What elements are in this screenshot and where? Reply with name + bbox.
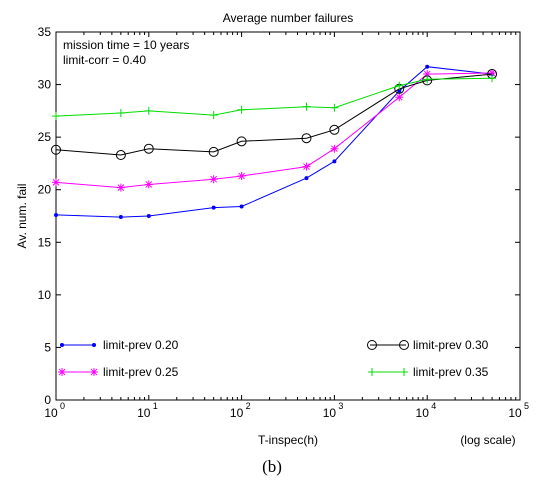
legend-marker: [92, 343, 96, 347]
legend-entry-1: limit-prev 0.25: [58, 365, 179, 379]
annotation-limit-corr: limit-corr = 0.40: [63, 53, 146, 67]
legend-entry-2: limit-prev 0.30: [367, 338, 489, 352]
data-point: [116, 108, 125, 117]
data-point: [237, 105, 246, 114]
data-point: [236, 136, 247, 147]
series-line: [55, 73, 493, 156]
y-tick-label: 30: [38, 78, 52, 92]
series-line: [55, 66, 493, 218]
data-point: [209, 111, 218, 120]
data-point: [488, 69, 497, 78]
x-tick-label: 10: [508, 406, 522, 420]
series-1: [52, 69, 497, 192]
y-tick-label: 0: [44, 393, 51, 407]
legend-label: limit-prev 0.25: [103, 365, 179, 379]
legend-marker: [367, 340, 377, 350]
series-layer: [51, 64, 498, 220]
data-point: [330, 144, 339, 153]
series-line: [55, 72, 493, 189]
x-axis-label: T-inspec(h): [258, 433, 318, 447]
legend-label: limit-prev 0.20: [103, 338, 179, 352]
data-point: [144, 106, 153, 115]
data-point: [118, 215, 123, 220]
y-axis-label: Av. num. fail: [15, 184, 29, 249]
data-point: [52, 178, 60, 187]
data-point: [54, 212, 58, 217]
plot-area: [55, 31, 521, 401]
x-tick-label: 10: [137, 406, 151, 420]
x-tick-label: 10: [416, 406, 430, 420]
data-point: [208, 146, 219, 157]
data-point: [209, 175, 218, 184]
figure-caption: (b): [262, 457, 282, 476]
legend-marker: [90, 368, 98, 376]
x-tick-label-exponent: 5: [524, 401, 529, 411]
data-point: [332, 159, 337, 164]
x-scale-note: (log scale): [460, 433, 515, 447]
series-2: [51, 69, 498, 161]
data-point: [302, 162, 311, 171]
legend-label: limit-prev 0.30: [413, 338, 489, 352]
data-point: [329, 124, 340, 135]
data-point: [211, 205, 216, 210]
data-point: [237, 172, 246, 181]
x-tick-label: 10: [44, 406, 58, 420]
series-0: [54, 64, 495, 220]
series-line: [55, 77, 493, 117]
y-tick-label: 10: [38, 288, 52, 302]
series-3: [52, 74, 497, 121]
annotation-mission-time: mission time = 10 years: [63, 38, 189, 52]
y-tick-label: 5: [44, 340, 51, 354]
x-tick-label-exponent: 1: [153, 401, 158, 411]
x-tick-label: 10: [323, 406, 337, 420]
x-tick-label-exponent: 2: [246, 401, 251, 411]
data-point: [302, 102, 311, 111]
data-point: [423, 75, 432, 84]
data-point: [52, 112, 60, 121]
data-point: [146, 214, 151, 218]
x-tick-label-exponent: 3: [338, 401, 343, 411]
data-point: [301, 133, 312, 144]
legend-marker: [60, 343, 64, 347]
y-tick-label: 25: [38, 130, 52, 144]
legend-marker: [399, 340, 409, 350]
legend-label: limit-prev 0.35: [413, 365, 489, 379]
data-point: [330, 103, 339, 112]
legend-marker: [58, 368, 66, 376]
data-point: [395, 81, 404, 90]
x-tick-label-exponent: 4: [431, 401, 436, 411]
y-tick-label: 20: [38, 183, 52, 197]
data-point: [239, 204, 244, 209]
data-point: [304, 176, 309, 181]
data-point: [144, 180, 153, 189]
legend-marker: [368, 368, 376, 376]
data-point: [116, 183, 125, 192]
y-tick-label: 35: [38, 25, 52, 39]
data-point: [423, 70, 432, 79]
x-tick-label: 10: [230, 406, 244, 420]
data-point: [51, 144, 61, 155]
data-point: [488, 74, 497, 83]
data-point: [395, 93, 404, 102]
legend-entry-0: limit-prev 0.20: [60, 338, 179, 352]
chart-title: Average number failures: [223, 11, 354, 25]
data-point: [143, 143, 154, 154]
legend-marker: [400, 368, 408, 376]
legend: limit-prev 0.20 limit-prev 0.25 limit-prev…: [58, 338, 489, 379]
legend-entry-3: limit-prev 0.35: [368, 365, 489, 379]
x-tick-label-exponent: 0: [60, 401, 65, 411]
data-point: [425, 64, 430, 69]
data-point: [115, 150, 126, 161]
y-tick-label: 15: [38, 235, 52, 249]
